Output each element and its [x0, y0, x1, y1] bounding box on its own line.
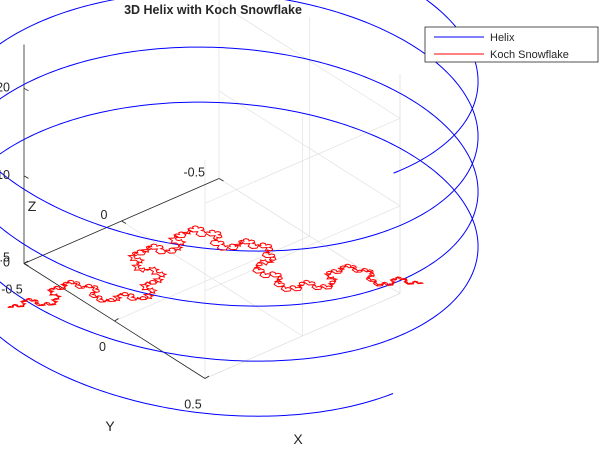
x-tick-mark: [23, 260, 29, 264]
wall-gridline-z: [218, 90, 401, 207]
wall-gridline-z: [204, 205, 401, 292]
z-tick-label: 20: [0, 80, 10, 94]
legend-box: [424, 26, 599, 63]
wall-gridline-z: [218, 3, 401, 119]
x-tick-label: 0.5: [184, 398, 201, 412]
y-tick-label: 0: [101, 208, 108, 222]
y-tick-mark: [121, 220, 127, 224]
x-tick-label: 0: [99, 340, 106, 354]
y-axis-label: Y: [105, 418, 115, 434]
x-axis-label: X: [293, 431, 303, 447]
x-tick-label: -0.5: [1, 283, 23, 297]
y-tick-label: 0.5: [0, 251, 10, 265]
z-tick-label: 0: [3, 256, 10, 270]
data-lines: [0, 0, 479, 417]
y-tick-label: -0.5: [183, 166, 205, 180]
z-tick-label: 10: [0, 168, 10, 182]
z-tick-mark: [23, 87, 29, 92]
x-tick-mark: [204, 375, 210, 379]
x-tick-mark: [114, 318, 119, 322]
z-tick-mark: [23, 175, 29, 179]
y-tick-mark: [218, 178, 224, 182]
z-tick-mark: [23, 263, 29, 267]
axes-box: [23, 44, 224, 379]
floor-gridline-y: [121, 220, 303, 337]
z-axis-label: Z: [28, 198, 37, 214]
legend: Helix Koch Snowflake: [424, 26, 599, 63]
tick-labels: -0.500.5-0.500.501020: [0, 80, 205, 411]
legend-label-koch: Koch Snowflake: [490, 49, 569, 61]
legend-label-helix: Helix: [490, 32, 515, 44]
wall-gridline-z: [204, 293, 401, 379]
koch-snowflake-line: [7, 225, 424, 308]
chart-title: 3D Helix with Koch Snowflake: [124, 3, 302, 17]
